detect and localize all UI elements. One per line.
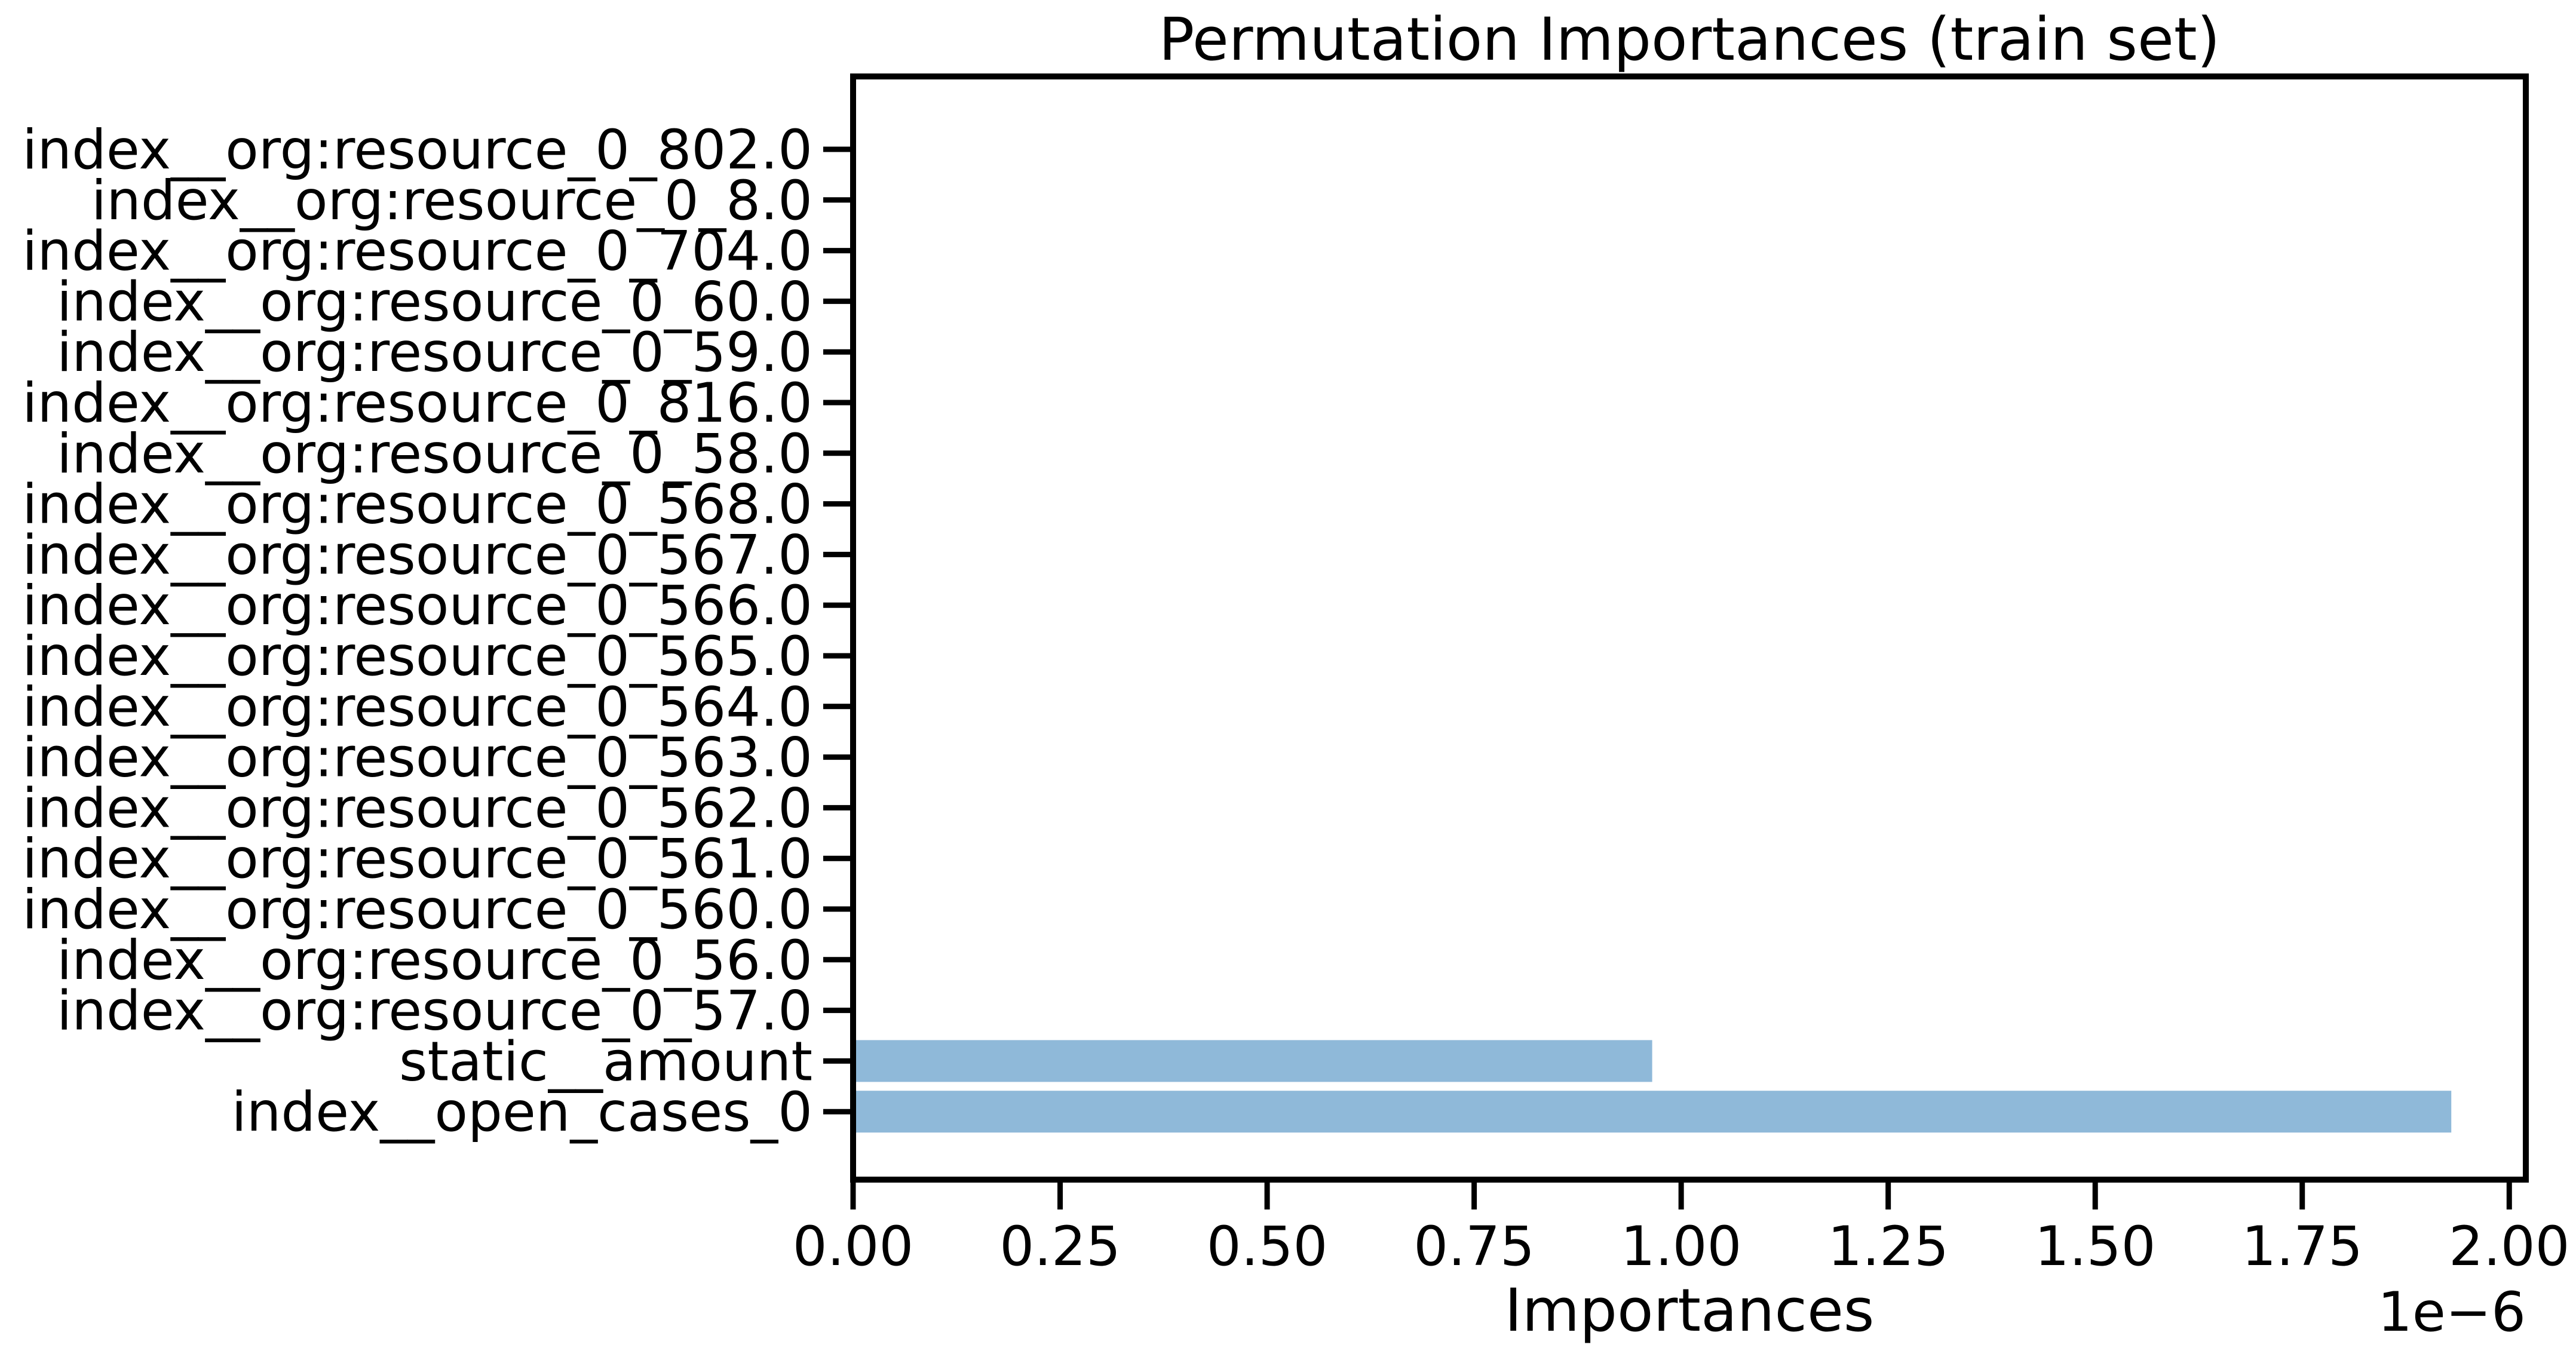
plot-frame	[850, 73, 2529, 1183]
x-axis-offset-label: 1e−6	[2378, 1281, 2526, 1344]
x-axis-label: Importances	[1505, 1276, 1875, 1345]
x-tick-label: 0.50	[1207, 1215, 1328, 1278]
y-tick-label: index__org:resource_0_59.0	[57, 321, 812, 384]
y-tick-label: index__org:resource_0_561.0	[22, 828, 812, 891]
y-tick-label: index__org:resource_0_704.0	[22, 220, 812, 283]
bar-index__open_cases_0	[853, 1091, 2452, 1133]
y-axis: index__org:resource_0_802.0index__org:re…	[22, 119, 853, 1144]
y-tick-label: index__org:resource_0_564.0	[22, 676, 812, 739]
y-tick-label: index__org:resource_0_560.0	[22, 879, 812, 941]
x-tick-label: 1.50	[2035, 1215, 2156, 1278]
y-tick-label: index__org:resource_0_56.0	[57, 929, 812, 992]
x-tick-label: 1.25	[1827, 1215, 1949, 1278]
y-tick-label: index__org:resource_0_567.0	[22, 524, 812, 587]
y-tick-label: index__org:resource_0_58.0	[57, 423, 812, 486]
y-tick-label: index__org:resource_0_816.0	[22, 372, 812, 435]
x-tick-label: 0.75	[1413, 1215, 1535, 1278]
x-tick-label: 2.00	[2449, 1215, 2570, 1278]
y-tick-label: index__org:resource_0_566.0	[22, 575, 812, 637]
y-tick-label: index__org:resource_0_563.0	[22, 727, 812, 790]
bar-static__amount	[853, 1040, 1652, 1082]
x-tick-label: 1.75	[2241, 1215, 2363, 1278]
x-tick-label: 1.00	[1621, 1215, 1742, 1278]
x-tick-label: 0.00	[793, 1215, 914, 1278]
y-tick-label: index__org:resource_0_60.0	[57, 271, 812, 333]
x-axis: 0.00 0.25 0.50 0.75 1.00 1.25 1.50 1.75 2.00	[793, 1180, 2570, 1278]
y-tick-label: index__org:resource_0_8.0	[91, 170, 812, 232]
y-tick-label: index__org:resource_0_57.0	[57, 980, 812, 1043]
bars	[853, 1040, 2452, 1133]
x-tick-label: 0.25	[999, 1215, 1121, 1278]
y-tick-label: index__org:resource_0_802.0	[22, 119, 812, 182]
y-tick-label: static__amount	[399, 1030, 812, 1093]
chart-title: Permutation Importances (train set)	[1159, 5, 2221, 74]
y-tick-label: index__open_cases_0	[231, 1081, 812, 1144]
y-tick-label: index__org:resource_0_562.0	[22, 777, 812, 840]
y-tick-label: index__org:resource_0_568.0	[22, 474, 812, 536]
y-tick-label: index__org:resource_0_565.0	[22, 625, 812, 688]
